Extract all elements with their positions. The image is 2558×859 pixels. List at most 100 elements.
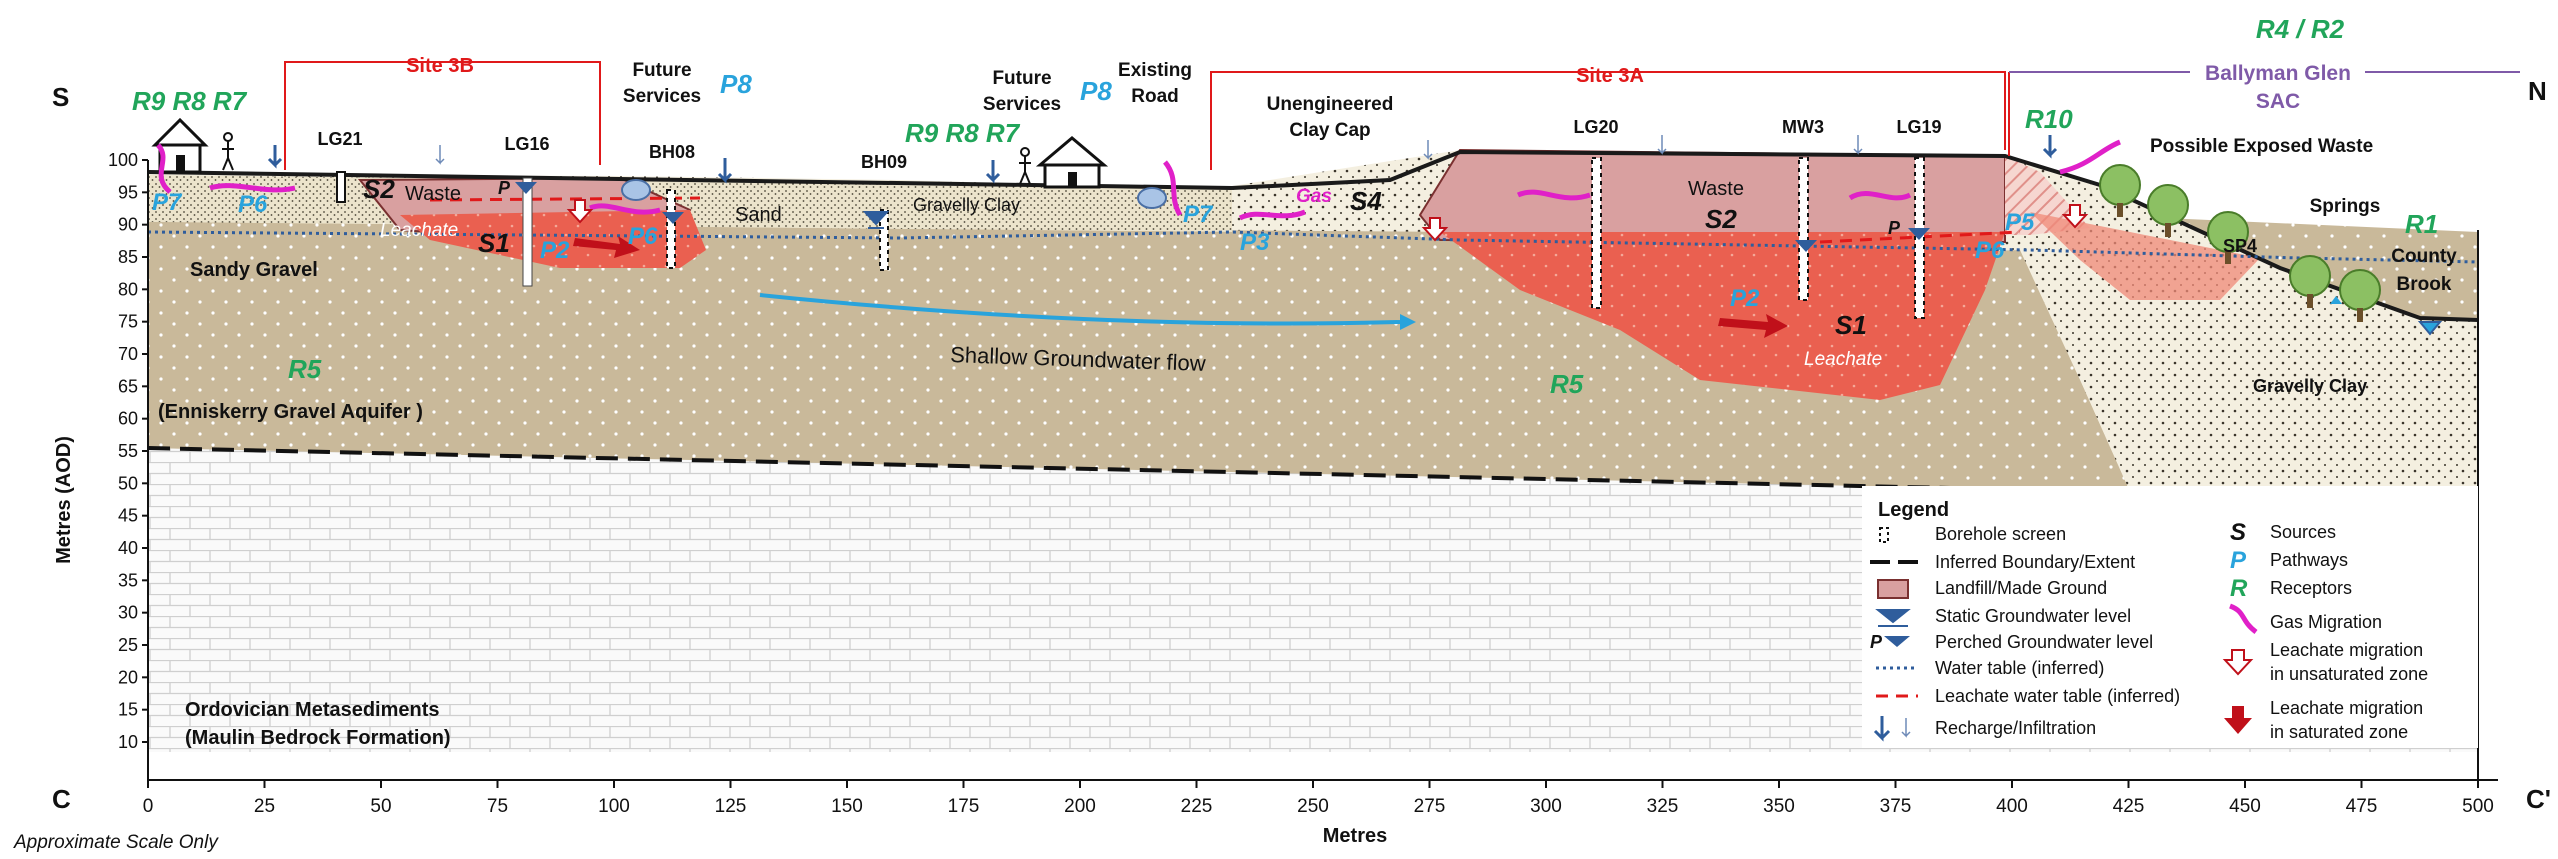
sac-name-line1: Ballyman Glen [2205, 62, 2351, 85]
person-icon [222, 133, 234, 170]
x-tick-label: 350 [1763, 796, 1795, 817]
y-tick-label: 35 [118, 570, 138, 590]
legend-box: Legend Borehole screenInferred Boundary/… [1862, 486, 2478, 748]
mw3-label: MW3 [1782, 117, 1824, 137]
p8-label-1: P8 [720, 69, 752, 99]
site-3a-label: Site 3A [1576, 65, 1644, 87]
scale-note: Approximate Scale Only [13, 832, 219, 853]
leachate-label-3b: Leachate [380, 220, 458, 241]
section-start-label: C [52, 784, 71, 814]
x-tick-label: 425 [2113, 796, 2145, 817]
future-services-1-line2: Services [623, 86, 701, 107]
x-tick-label: 325 [1647, 796, 1679, 817]
bh09-label: BH09 [861, 152, 907, 172]
mw3-borehole [1799, 158, 1808, 300]
p2-label-1: P2 [540, 237, 570, 264]
x-tick-label: 150 [831, 796, 863, 817]
y-tick-label: 25 [118, 635, 138, 655]
lg21-label: LG21 [317, 129, 362, 149]
waste-label-3a: Waste [1688, 178, 1744, 200]
y-tick-label: 50 [118, 473, 138, 493]
legend-slp-symbol: R [2230, 575, 2248, 602]
r5-label-2: R5 [1550, 369, 1584, 399]
p5-label: P5 [2005, 209, 2035, 236]
lg20-label: LG20 [1573, 117, 1618, 137]
y-tick-label: 40 [118, 538, 138, 558]
infiltration-arrow [436, 145, 444, 163]
legend-right-item: Pathways [2270, 550, 2348, 570]
legend-right-item: Receptors [2270, 578, 2352, 598]
y-tick-label: 75 [118, 312, 138, 332]
perched-p-label-2: P [1888, 218, 1901, 238]
y-tick-label: 80 [118, 279, 138, 299]
x-tick-label: 50 [370, 796, 391, 817]
x-tick-label: 475 [2346, 796, 2378, 817]
bh08-borehole [667, 190, 675, 268]
exposed-waste-label: Possible Exposed Waste [2150, 136, 2373, 157]
receptor-group-2-label: R9 R8 R7 [905, 118, 1021, 148]
r1-label: R1 [2405, 209, 2438, 239]
legend-slp-symbol: S [2230, 519, 2246, 546]
p3-label: P3 [1240, 229, 1270, 256]
legend-right-item: in saturated zone [2270, 722, 2408, 742]
perched-p-label-1: P [498, 178, 511, 198]
aquifer-label: (Enniskerry Gravel Aquifer ) [158, 401, 423, 423]
legend-left-item: Water table (inferred) [1935, 658, 2104, 678]
x-tick-label: 75 [487, 796, 508, 817]
y-axis-title: Metres (AOD) [53, 436, 75, 564]
p6-label-2: P6 [628, 223, 658, 250]
receptor-group-1-label: R9 R8 R7 [132, 86, 248, 116]
legend-left-item: Static Groundwater level [1935, 606, 2131, 626]
legend-right-item: Leachate migration [2270, 698, 2423, 718]
p7-label-1: P7 [152, 189, 183, 216]
infiltration-arrow [1854, 135, 1862, 153]
s2-label-2: S2 [1705, 204, 1737, 234]
x-tick-label: 375 [1880, 796, 1912, 817]
person-icon [1019, 148, 1031, 184]
sp4-label: SP4 [2223, 236, 2257, 256]
y-tick-label: 55 [118, 441, 138, 461]
p8-label-2: P8 [1080, 76, 1112, 106]
existing-road-line2: Road [1131, 86, 1179, 107]
services-pipe-icon [1138, 188, 1166, 208]
recharge-arrow [269, 145, 281, 165]
s4-label: S4 [1350, 186, 1382, 216]
x-tick-label: 225 [1181, 796, 1213, 817]
legend-left-item: Perched Groundwater level [1935, 632, 2153, 652]
gas-migration-arrow [1240, 212, 1305, 218]
x-tick-label: 100 [598, 796, 630, 817]
x-tick-label: 400 [1996, 796, 2028, 817]
s1-label-2: S1 [1835, 310, 1867, 340]
leachate-label-3a: Leachate [1804, 349, 1882, 370]
y-tick-label: 15 [118, 700, 138, 720]
bedrock-label-line2: (Maulin Bedrock Formation) [185, 727, 451, 749]
y-tick-label: 85 [118, 247, 138, 267]
county-brook-line1: County [2391, 246, 2457, 267]
legend-right-item: in unsaturated zone [2270, 664, 2428, 684]
county-brook-line2: Brook [2397, 274, 2452, 295]
x-tick-label: 275 [1414, 796, 1446, 817]
x-tick-label: 125 [715, 796, 747, 817]
lg21-borehole [337, 172, 345, 202]
site-3b-label: Site 3B [406, 55, 474, 77]
legend-title: Legend [1878, 499, 1949, 521]
infiltration-arrow [1424, 140, 1432, 158]
lg20-borehole [1592, 158, 1601, 308]
p6-label-3: P6 [1975, 237, 2005, 264]
sac-receptor-label: R4 / R2 [2256, 14, 2345, 44]
infiltration-arrow [1658, 135, 1666, 153]
x-tick-label: 0 [143, 796, 154, 817]
s2-label-1: S2 [363, 174, 395, 204]
gravelly-clay-label-1: Gravelly Clay [913, 195, 1020, 215]
lg19-label: LG19 [1896, 117, 1941, 137]
south-label: S [52, 82, 69, 112]
legend-perched-p-symbol: P [1870, 632, 1883, 652]
legend-landfill-symbol [1878, 580, 1908, 598]
bedrock-label-line1: Ordovician Metasediments [185, 699, 440, 721]
north-label: N [2528, 76, 2547, 106]
p7-label-2: P7 [1183, 201, 1214, 228]
y-tick-label: 60 [118, 409, 138, 429]
y-tick-label: 90 [118, 215, 138, 235]
p6-label-1: P6 [238, 191, 268, 218]
